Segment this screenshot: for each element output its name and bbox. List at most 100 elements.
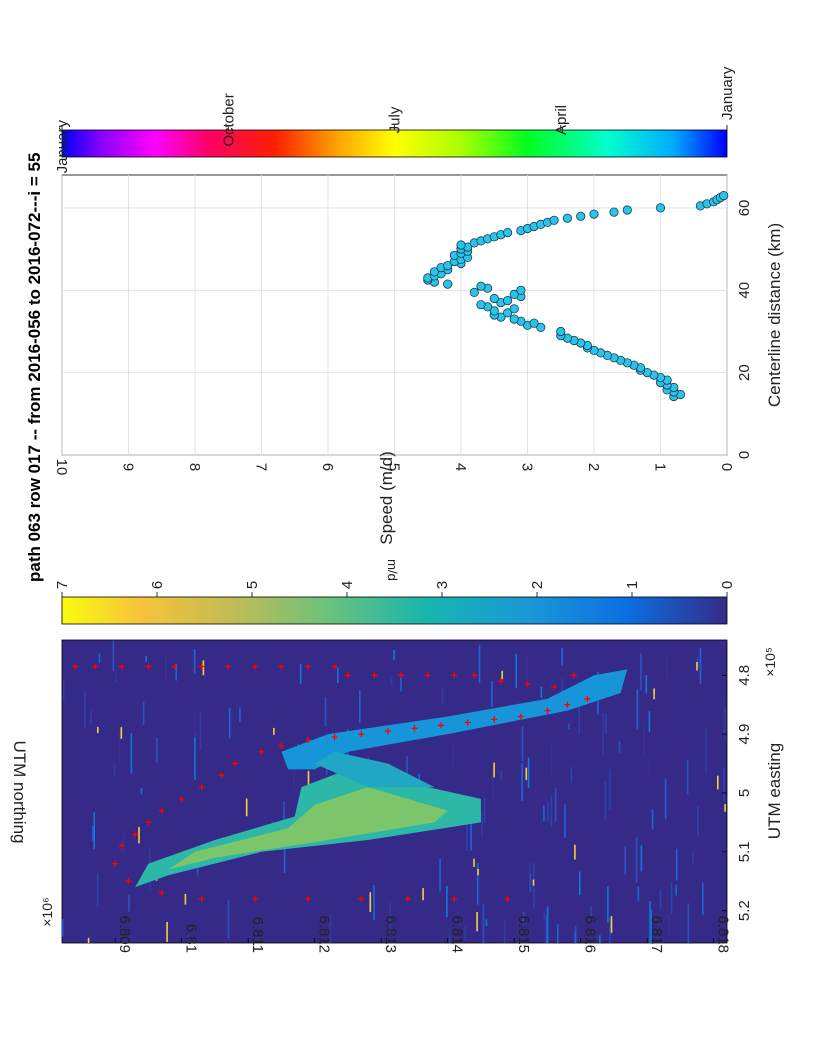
noise-stripe: [640, 653, 642, 691]
velocity-tick-label-2: 2: [529, 581, 546, 589]
noise-stripe: [446, 886, 448, 918]
velocity-tick-label-4: 4: [339, 581, 356, 589]
centerline-marker-18: [524, 681, 531, 688]
noise-stripe: [478, 644, 481, 684]
speed-point-26: [556, 326, 566, 337]
noise-stripe: [540, 686, 543, 698]
heatmap-x-exponent: ×10⁵: [762, 647, 778, 677]
centerline-marker-41: [132, 831, 139, 838]
noise-stripe-high: [476, 912, 478, 932]
velocity-colorbar-gradient: [61, 596, 728, 625]
centerline-marker-30: [358, 731, 365, 738]
centerline-marker-45: [158, 890, 165, 896]
noise-stripe: [722, 702, 725, 734]
noise-stripe: [324, 696, 327, 727]
noise-stripe-high: [493, 762, 495, 778]
noise-stripe: [193, 713, 196, 738]
heatmap-y-axis-label: UTM northing: [10, 741, 29, 844]
speed-tick-label-7: 7: [253, 463, 270, 471]
noise-stripe-high: [724, 804, 726, 812]
centerline-marker-33: [278, 742, 285, 749]
speed-point-79: [549, 215, 559, 225]
centerline-marker-51: [451, 895, 458, 902]
noise-stripe-high: [97, 726, 99, 734]
noise-stripe: [670, 882, 673, 914]
noise-stripe: [62, 919, 64, 937]
noise-stripe: [283, 801, 285, 832]
noise-stripe-high: [532, 879, 535, 886]
noise-stripe: [659, 889, 662, 909]
centerline-marker-36: [218, 772, 225, 779]
centerline-marker-7: [251, 663, 258, 670]
noise-stripe: [165, 656, 167, 682]
speed-tick-label-3: 3: [519, 463, 536, 471]
noise-stripe: [645, 675, 648, 694]
noise-stripe-high: [184, 893, 187, 905]
easting-tick-label-0: 4.8: [736, 665, 753, 686]
speed-tick-label-6: 6: [319, 463, 336, 471]
noise-stripe: [452, 746, 454, 766]
speed-tick-label-10: 10: [53, 459, 70, 476]
noise-stripe: [441, 688, 444, 704]
northing-tick-label-5: 6.814: [449, 915, 466, 953]
noise-stripe: [648, 711, 651, 733]
noise-stripe: [359, 690, 361, 723]
noise-stripe-high: [696, 662, 698, 671]
noise-stripe: [466, 815, 468, 852]
noise-stripe: [664, 778, 667, 820]
noise-stripe: [199, 712, 202, 751]
noise-stripe: [650, 909, 652, 943]
centerline-marker-44: [125, 878, 132, 885]
noise-stripe: [636, 689, 639, 730]
noise-stripe-high: [138, 826, 140, 844]
noise-stripe: [668, 915, 671, 937]
date-tick-label-1: April: [553, 105, 570, 135]
noise-stripe: [492, 770, 494, 799]
centerline-marker-9: [305, 663, 311, 670]
noise-stripe: [464, 926, 466, 941]
noise-stripe: [491, 681, 493, 707]
speed-point-84: [622, 205, 632, 215]
noise-stripe: [115, 672, 117, 683]
centerline-marker-16: [471, 672, 478, 679]
glacier-upper-patch: [314, 751, 435, 788]
noise-stripe: [113, 763, 116, 776]
noise-stripe: [521, 763, 523, 801]
heatmap-x-label: UTM easting: [765, 743, 784, 839]
noise-stripe: [605, 713, 607, 735]
speed-point-73: [502, 228, 513, 238]
date-colorbar-gradient: [61, 129, 728, 158]
centerline-marker-24: [517, 713, 524, 720]
noise-stripe: [648, 760, 651, 777]
velocity-tick-label-5: 5: [244, 581, 261, 589]
noise-stripe: [666, 656, 669, 678]
speed-point-48: [443, 279, 453, 289]
noise-stripe: [686, 760, 689, 795]
noise-stripe: [557, 924, 559, 943]
easting-tick-label-2: 5: [736, 789, 753, 797]
noise-stripe: [675, 848, 678, 881]
speed-point-40: [502, 295, 513, 306]
noise-stripe: [618, 740, 621, 753]
noise-stripe: [130, 733, 133, 774]
noise-stripe: [696, 657, 699, 667]
noise-stripe: [325, 766, 328, 775]
noise-stripe: [481, 811, 483, 836]
noise-stripe: [476, 863, 479, 905]
noise-stripe: [570, 767, 573, 783]
speed-point-41: [489, 293, 499, 304]
noise-stripe: [564, 804, 566, 838]
glacier-fast-core: [168, 787, 448, 870]
velocity-colorbar: 0 1 2 3 4 5 6 7 m/d: [54, 559, 736, 625]
noise-stripe-high: [120, 727, 123, 739]
noise-stripe: [93, 812, 95, 850]
noise-stripe-high: [653, 688, 655, 700]
centerline-marker-14: [424, 672, 431, 679]
centerline-marker-42: [118, 842, 125, 849]
noise-stripe: [98, 653, 101, 664]
speed-tick-label-9: 9: [120, 463, 137, 471]
noise-stripe: [568, 723, 570, 730]
speed-point-67: [456, 240, 466, 250]
noise-stripe: [187, 933, 189, 943]
